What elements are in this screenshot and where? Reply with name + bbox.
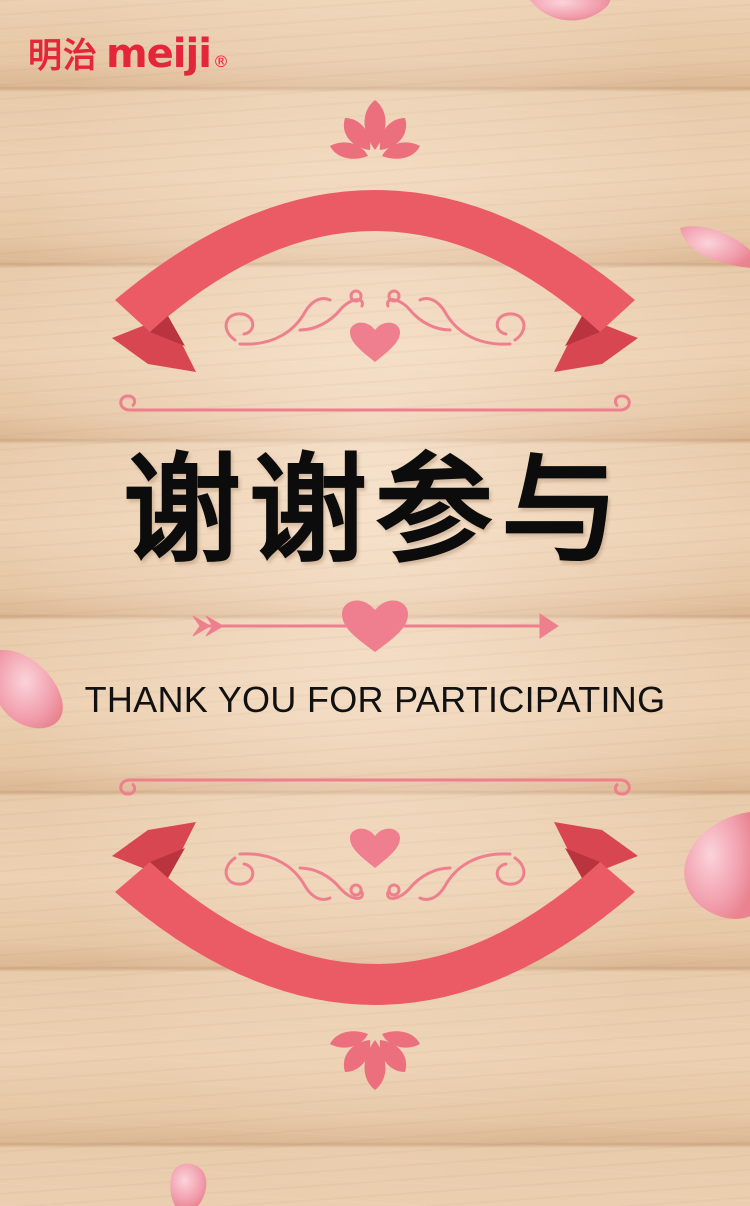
rose-petal-icon	[0, 649, 63, 729]
meiji-logo: 明治 meiji ®	[28, 28, 229, 78]
rose-petal-icon	[684, 812, 750, 919]
rose-petal-icon	[170, 1163, 207, 1206]
heart-icon	[342, 600, 408, 652]
thank-you-title-cn: 谢谢参与	[122, 441, 627, 579]
registered-mark: ®	[212, 52, 229, 71]
top-ribbon	[112, 190, 638, 372]
divider-line	[119, 778, 631, 796]
flourish-icon	[330, 1031, 420, 1090]
divider-line	[119, 394, 631, 412]
flourish-icon	[224, 852, 526, 901]
logo-text-cn: 明治	[28, 36, 98, 76]
heart-icon	[350, 828, 400, 868]
rose-petal-icon	[530, 0, 611, 21]
flourish-icon	[330, 100, 420, 159]
heart-icon	[350, 322, 400, 362]
flourish-icon	[224, 289, 526, 346]
bottom-ribbon	[112, 822, 638, 1005]
rose-petal-icon	[680, 226, 750, 268]
thank-you-title-en: THANK YOU FOR PARTICIPATING	[84, 679, 666, 720]
logo-text-en: meiji	[106, 31, 212, 77]
